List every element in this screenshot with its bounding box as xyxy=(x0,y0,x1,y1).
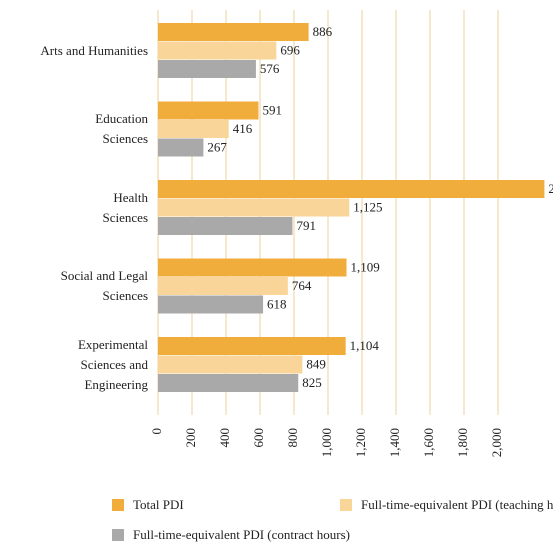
value-label: 267 xyxy=(207,139,227,154)
value-label: 618 xyxy=(267,296,287,311)
x-tick-label: 0 xyxy=(149,428,164,435)
bar xyxy=(158,277,288,295)
x-tick-label: 200 xyxy=(183,428,198,448)
bar xyxy=(158,374,299,392)
category-label: Education Sciences xyxy=(95,111,148,146)
legend-swatch xyxy=(112,529,124,541)
bar xyxy=(158,60,256,78)
x-tick-label: 1,600 xyxy=(421,428,436,457)
bar xyxy=(158,41,277,60)
value-label: 2,273 xyxy=(548,181,553,196)
category-label: Arts and Humanities xyxy=(40,42,148,58)
value-label: 1,104 xyxy=(350,338,380,353)
x-tick-label: 2,000 xyxy=(489,428,504,457)
x-tick-label: 1,200 xyxy=(353,428,368,457)
legend-swatch xyxy=(340,499,352,511)
legend-swatch xyxy=(112,499,124,511)
x-tick-label: 400 xyxy=(217,428,232,448)
bar xyxy=(158,295,264,314)
legend-label: Full-time-equivalent PDI (contract hours… xyxy=(133,527,350,542)
value-label: 764 xyxy=(292,278,312,293)
bar xyxy=(158,337,346,355)
bar xyxy=(158,120,229,138)
bar xyxy=(158,180,545,198)
category-label: Health Sciences xyxy=(102,189,148,225)
bar xyxy=(158,258,347,277)
x-tick-label: 1,800 xyxy=(455,428,470,457)
value-label: 576 xyxy=(260,61,280,76)
category-label: Experimental Sciences and Engineering xyxy=(77,336,148,392)
value-label: 849 xyxy=(306,356,326,371)
value-label: 1,109 xyxy=(351,259,380,274)
legend-label: Total PDI xyxy=(133,497,184,512)
bar xyxy=(158,23,309,41)
x-tick-label: 1,400 xyxy=(387,428,402,457)
x-tick-label: 1,000 xyxy=(319,428,334,457)
bar xyxy=(158,217,293,235)
bar xyxy=(158,355,303,374)
value-label: 416 xyxy=(233,121,253,136)
value-label: 1,125 xyxy=(353,199,382,214)
bar xyxy=(158,101,259,120)
value-label: 886 xyxy=(313,24,333,39)
legend-label: Full-time-equivalent PDI (teaching hours… xyxy=(361,497,553,512)
x-tick-label: 800 xyxy=(285,428,300,448)
value-label: 696 xyxy=(280,42,300,57)
x-tick-label: 600 xyxy=(251,428,266,448)
category-label: Social and Legal Sciences xyxy=(60,268,148,303)
value-label: 791 xyxy=(296,218,316,233)
value-label: 825 xyxy=(302,375,322,390)
value-label: 591 xyxy=(262,102,282,117)
bar xyxy=(158,198,350,217)
bar xyxy=(158,138,204,157)
